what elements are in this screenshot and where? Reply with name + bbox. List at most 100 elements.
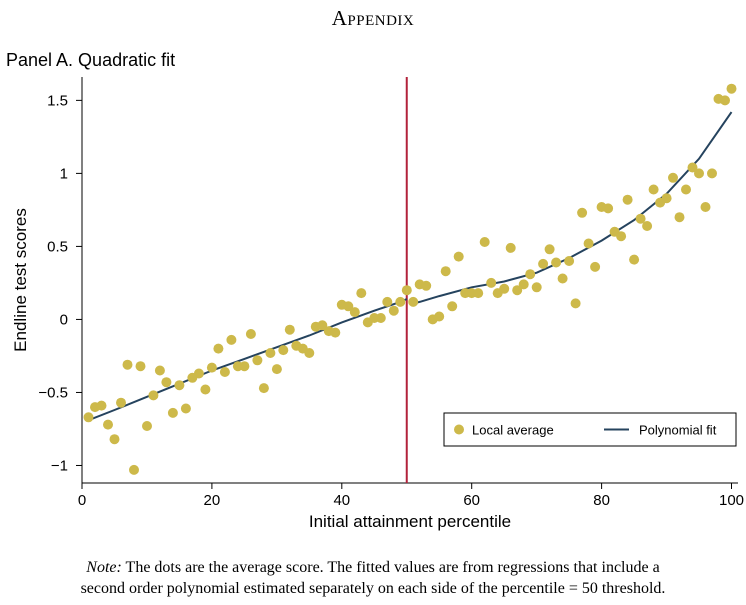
- appendix-header: Appendix: [331, 6, 415, 30]
- x-tick-label: 0: [78, 492, 86, 509]
- note-line-2: second order polynomial estimated separa…: [80, 580, 666, 597]
- fit-line-layer: [88, 111, 733, 422]
- data-point: [681, 184, 691, 195]
- fit-line-left: [88, 298, 408, 422]
- data-point: [629, 254, 640, 265]
- data-point: [661, 193, 672, 204]
- data-point: [135, 361, 146, 372]
- data-point: [116, 397, 126, 408]
- data-point: [154, 365, 165, 376]
- data-point: [440, 266, 451, 277]
- figure-note: Note: The dots are the average score. Th…: [0, 557, 746, 599]
- data-point: [648, 184, 659, 195]
- data-point: [206, 362, 217, 373]
- data-point: [583, 238, 594, 249]
- y-tick-label: 1.5: [47, 92, 68, 109]
- data-point: [395, 296, 406, 307]
- fit-line-right: [412, 111, 733, 305]
- data-point: [103, 419, 113, 430]
- data-point: [219, 367, 230, 377]
- data-point: [551, 257, 562, 268]
- x-tick-label: 60: [463, 492, 480, 509]
- y-tick-label: −1: [51, 457, 68, 474]
- x-tick-label: 40: [333, 492, 350, 509]
- data-point: [343, 301, 354, 312]
- data-point: [531, 282, 542, 293]
- data-point: [239, 361, 250, 372]
- data-point: [544, 244, 555, 255]
- axes-layer: 0 20 40 60 80 100 −1 −0.5 0 0.5 1 1.5 Initial attain…: [11, 77, 744, 531]
- legend-label-local-average: Local average: [472, 423, 554, 438]
- x-tick-label: 20: [204, 492, 221, 509]
- data-point: [330, 327, 341, 338]
- y-tick-label: 1: [60, 165, 68, 182]
- legend-dot-marker: [454, 424, 464, 435]
- data-point: [668, 172, 678, 183]
- data-point: [707, 168, 717, 179]
- data-point: [161, 377, 172, 388]
- data-point: [570, 298, 581, 309]
- data-point: [174, 380, 185, 391]
- data-point: [200, 384, 211, 395]
- legend-label-polynomial-fit: Polynomial fit: [639, 423, 717, 438]
- data-point: [304, 348, 315, 358]
- legend: Local average Polynomial fit: [443, 412, 737, 447]
- legend-box: [443, 412, 737, 447]
- data-point: [142, 421, 152, 431]
- data-point: [486, 277, 497, 288]
- data-point: [525, 269, 536, 280]
- data-point: [167, 407, 178, 418]
- panel-title: Panel A. Quadratic fit: [6, 50, 176, 70]
- data-point: [408, 296, 419, 307]
- data-point: [447, 301, 458, 312]
- data-point: [278, 345, 289, 356]
- data-point: [557, 273, 568, 284]
- data-point: [265, 348, 276, 358]
- data-point: [213, 343, 224, 354]
- data-point: [473, 288, 484, 299]
- data-point: [252, 355, 263, 366]
- y-tick-label: 0.5: [47, 238, 68, 255]
- data-point: [271, 364, 282, 375]
- y-tick-label: −0.5: [38, 384, 68, 401]
- data-point: [109, 434, 120, 445]
- data-point: [616, 231, 627, 242]
- data-point: [538, 258, 549, 269]
- data-point: [453, 251, 464, 262]
- note-line-1: The dots are the average score. The fitt…: [125, 559, 660, 576]
- data-point: [180, 403, 191, 414]
- x-axis-title: Initial attainment percentile: [309, 512, 511, 531]
- data-point: [434, 311, 445, 322]
- data-point: [577, 207, 588, 218]
- data-point: [122, 359, 133, 370]
- data-point: [148, 390, 159, 401]
- data-point: [590, 261, 601, 272]
- data-point: [505, 242, 516, 253]
- data-point: [356, 288, 367, 299]
- data-point: [83, 412, 94, 423]
- data-point: [687, 162, 698, 173]
- y-tick-label: 0: [60, 311, 68, 328]
- data-point: [401, 285, 412, 296]
- y-axis-title: Endline test scores: [11, 208, 30, 352]
- data-point: [388, 305, 399, 316]
- data-point: [226, 334, 237, 345]
- data-point: [129, 464, 139, 475]
- note-label: Note:: [86, 559, 122, 576]
- data-point: [349, 307, 360, 318]
- data-point: [317, 320, 328, 331]
- data-point: [258, 383, 269, 394]
- data-point: [284, 324, 295, 335]
- dots-layer: [83, 83, 737, 475]
- data-point: [375, 313, 386, 323]
- data-point: [642, 221, 653, 231]
- data-point: [564, 256, 575, 266]
- data-point: [421, 280, 432, 291]
- data-point: [694, 168, 704, 179]
- scatter-chart: 0 20 40 60 80 100 −1 −0.5 0 0.5 1 1.5 Initial attain…: [11, 77, 744, 531]
- data-point: [603, 203, 614, 214]
- data-point: [382, 296, 393, 307]
- data-point: [479, 237, 490, 247]
- data-point: [245, 329, 256, 339]
- data-point: [622, 194, 633, 205]
